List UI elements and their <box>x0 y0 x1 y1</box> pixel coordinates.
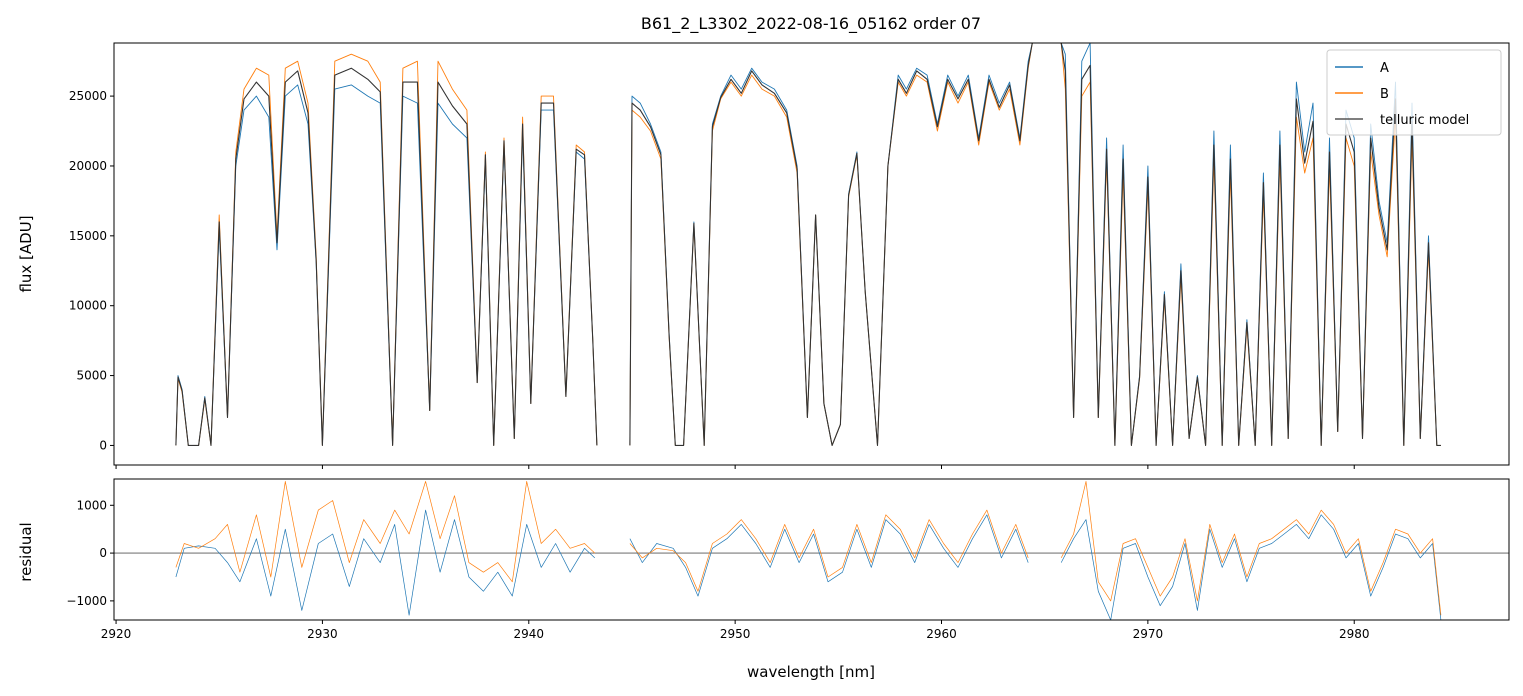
top-y-tick-label: 0 <box>99 438 107 452</box>
top-y-tick-label: 25000 <box>69 89 107 103</box>
residual-y-axis-label: residual <box>17 522 35 581</box>
bot-x-tick-label: 2950 <box>720 627 751 641</box>
legend: A B telluric model <box>1326 49 1502 136</box>
bot-x-tick-label: 2980 <box>1339 627 1370 641</box>
bot-x-tick-label: 2960 <box>926 627 957 641</box>
bot-x-tick-label: 2930 <box>307 627 338 641</box>
bot-series-b-segment-0 <box>175 481 596 583</box>
top-series-telluric-model-segment-2 <box>1060 43 1441 446</box>
legend-label-b: B <box>1380 87 1389 102</box>
legend-box <box>1326 49 1502 136</box>
x-axis-label: wavelength [nm] <box>747 663 875 681</box>
legend-label-a: A <box>1380 61 1389 76</box>
flux-x-ticks <box>115 465 1355 469</box>
top-series-telluric-model-segment-1 <box>629 43 1033 446</box>
top-y-tick-label: 20000 <box>69 159 107 173</box>
bot-x-tick-label: 2970 <box>1133 627 1164 641</box>
flux-panel: 0 5000 10000 15000 20000 25000 flux [ADU] A B… <box>17 42 1510 469</box>
legend-label-telluric-model: telluric model <box>1380 113 1469 128</box>
bot-series-b-segment-2 <box>1060 481 1442 616</box>
top-series-telluric-model-segment-0 <box>175 67 598 446</box>
residual-axes-frame <box>113 478 1510 621</box>
bot-series-a-segment-2 <box>1060 514 1442 620</box>
bot-y-tick-label: −1000 <box>66 594 107 608</box>
bot-y-tick-label: 0 <box>99 546 107 560</box>
residual-x-ticks: 2920 2930 2940 2950 2960 2970 2980 <box>101 620 1370 641</box>
residual-y-ticks: −1000 0 1000 <box>66 498 114 608</box>
figure-title: B61_2_L3302_2022-08-16_05162 order 07 <box>641 14 981 34</box>
flux-series-group <box>175 43 1441 446</box>
flux-y-axis-label: flux [ADU] <box>17 215 35 292</box>
bot-x-tick-label: 2920 <box>101 627 132 641</box>
bot-series-b-segment-1 <box>629 509 1029 592</box>
bot-series-a-segment-1 <box>629 514 1029 597</box>
top-y-tick-label: 5000 <box>76 369 107 383</box>
bot-series-a-segment-0 <box>175 509 596 616</box>
flux-y-ticks: 0 5000 10000 15000 20000 25000 <box>69 89 114 452</box>
bot-x-tick-label: 2940 <box>514 627 545 641</box>
top-y-tick-label: 15000 <box>69 229 107 243</box>
top-series-b-segment-0 <box>175 53 598 446</box>
residual-series-group <box>175 481 1442 620</box>
flux-axes-frame <box>113 42 1510 466</box>
bot-y-tick-label: 1000 <box>76 498 107 512</box>
top-y-tick-label: 10000 <box>69 299 107 313</box>
